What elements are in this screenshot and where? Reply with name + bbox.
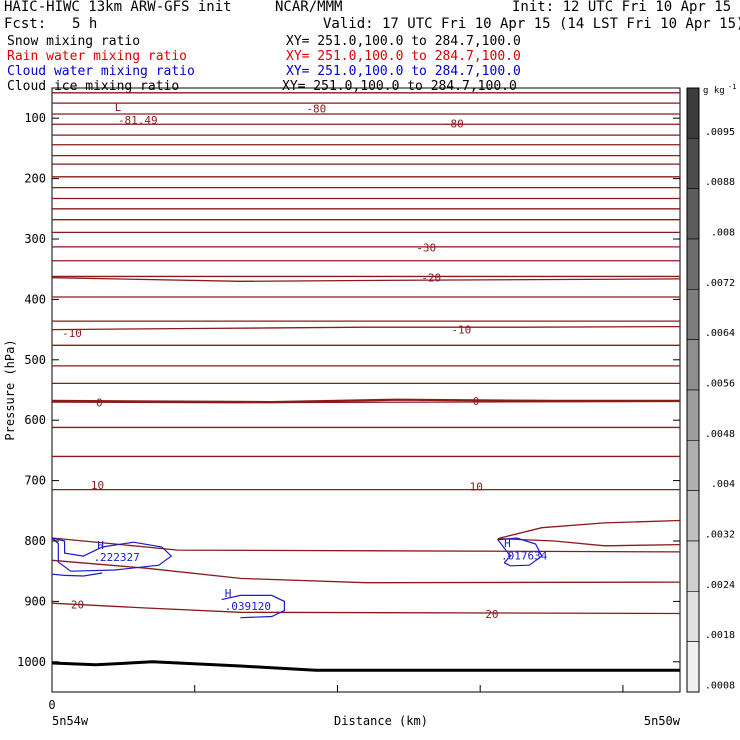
y-tick-label: 300 [24,232,46,246]
colorbar: .0095 .0088 .008 .0072 .0064 .0056 .0048 .004 .0… [686,83,736,693]
colorbar-block [686,389,700,441]
y-tick-label: 500 [24,353,46,367]
colorbar-block [686,540,700,592]
cloud-water-contours [51,537,543,619]
terrain-line [51,660,680,672]
colorbar-label: .0024 [705,580,735,591]
colorbar-label: .0088 [705,177,735,188]
field-name-cloud-water: Cloud water mixing ratio [7,64,195,79]
isotherm-label: 0 [473,395,480,408]
isotherm-label: 20 [485,608,498,621]
y-tick-label: 600 [24,413,46,427]
field-name-snow: Snow mixing ratio [7,34,141,49]
y-axis-title: Pressure (hPa) [3,339,17,440]
isotherm-label: 0 [96,397,103,410]
y-tick-label: 1000 [17,655,46,669]
contour-line [51,559,681,584]
colorbar-block [686,490,700,542]
colorbar-label: .004 [711,479,735,490]
colorbar-label: .0056 [705,378,735,389]
plot-frame [51,87,681,693]
freezing-level-line [51,398,680,404]
field-name-cloud-ice: Cloud ice mixing ratio [7,79,180,94]
cloud-water-contour [51,537,173,572]
colorbar-block [686,238,700,290]
cloud-water-contour [221,594,285,619]
colorbar-unit-exponent: -1 [728,83,736,91]
isotherm-label: -10 [62,327,82,340]
colorbar-block [686,87,700,139]
colorbar-block [686,138,700,189]
colorbar-label: .0064 [705,328,735,339]
cloud-max-value: .017634 [501,550,548,563]
y-tick-label: 900 [24,594,46,608]
colorbar-block [686,289,700,340]
colorbar-label: .0032 [705,529,735,540]
org-label: NCAR/MMM [275,0,343,15]
contour-line [497,537,681,547]
colorbar-label: .008 [711,227,735,238]
colorbar-label: .0095 [705,127,735,138]
colorbar-block [686,339,700,391]
colorbar-block [686,641,700,693]
x-right-label: 5n50w [644,714,681,728]
fcst-value: 5 h [72,16,98,32]
cloud-max-label: H [504,537,511,550]
fcst-label: Fcst: [4,16,47,32]
min-marker-value: -81.49 [118,114,158,127]
isotherm-label: -80 [306,103,326,116]
colorbar-block [686,591,700,642]
y-tick-label: 800 [24,534,46,548]
colorbar-border [686,87,700,693]
field-name-rain: Rain water mixing ratio [7,49,188,64]
x-left-label: 5n54w [52,714,89,728]
cloud-max-label: H [97,539,104,552]
y-tick-label: 400 [24,292,46,306]
valid-time: Valid: 17 UTC Fri 10 Apr 15 (14 LST Fri … [323,16,740,32]
isotherm-label: -30 [416,241,436,254]
colorbar-label: .0072 [705,278,735,289]
min-marker-label: L [115,101,122,114]
isotherm-label: 20 [71,598,84,611]
model-title: HAIC-HIWC 13km ARW-GFS init [4,0,232,15]
colorbar-label: .0048 [705,429,735,440]
cloud-water-contour [51,572,103,577]
isotherm-label: 10 [470,481,483,494]
x-axis-title: Distance (km) [334,714,428,728]
y-tick-label: 200 [24,172,46,186]
colorbar-label: .0018 [705,630,735,641]
cloud-water-contour [496,537,543,567]
contour-labels: -80-80-30-20-10 -100 010 102020L-81.49H.222… [62,101,548,621]
plot-border [51,87,681,693]
isotherm-label: 10 [91,479,104,492]
contour-line [51,277,681,282]
y-tick-label: 700 [24,474,46,488]
cloud-max-value: .222327 [93,551,139,564]
contour-line [497,519,681,540]
field-xy-rain: XY= 251.0,100.0 to 284.7,100.0 [286,49,521,64]
init-time: Init: 12 UTC Fri 10 Apr 15 [512,0,732,15]
field-xy-cloud-water: XY= 251.0,100.0 to 284.7,100.0 [286,64,521,79]
colorbar-unit: g kg [703,86,725,96]
cloud-max-value: .039120 [225,600,271,613]
isotherm-label: -20 [421,272,441,285]
field-xy-cloud-ice: XY= 251.0,100.0 to 284.7,100.0 [282,79,517,94]
colorbar-block [686,440,700,491]
colorbar-block [686,188,700,240]
x-origin-label: 0 [48,698,55,712]
axes: 1002003004005006007008009001000Pressure … [3,111,681,728]
isotherm-label: -80 [444,118,464,131]
contour-line [51,537,681,553]
isotherm-label: -10 [451,324,471,337]
field-xy-snow: XY= 251.0,100.0 to 284.7,100.0 [286,34,521,49]
contour-line [51,602,681,615]
isotherm-contours [51,92,681,672]
contour-line [51,325,681,331]
y-tick-label: 100 [24,111,46,125]
colorbar-label: .0008 [705,680,735,691]
cloud-max-label: H [225,587,232,600]
